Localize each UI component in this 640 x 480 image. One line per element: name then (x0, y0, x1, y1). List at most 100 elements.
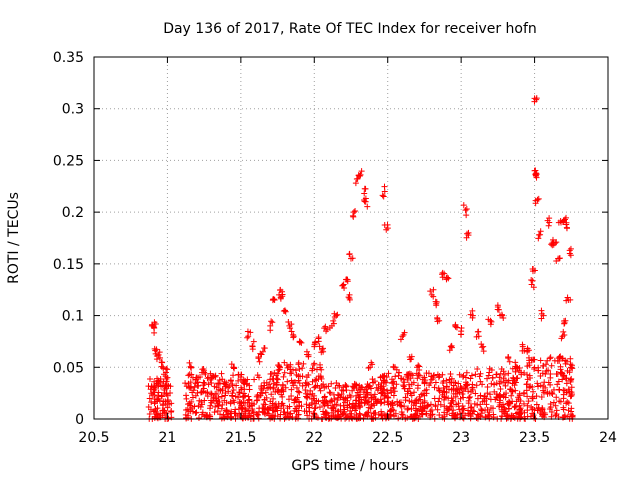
data-point (264, 385, 271, 392)
data-point (280, 373, 287, 380)
data-point (182, 380, 189, 387)
data-point (277, 411, 284, 418)
data-point (274, 376, 281, 383)
data-point (533, 401, 540, 408)
data-point (258, 383, 265, 390)
data-point (432, 379, 439, 386)
data-point (315, 334, 322, 341)
data-point (381, 392, 388, 399)
data-point (422, 377, 429, 384)
data-point (335, 382, 342, 389)
data-point (384, 390, 391, 397)
data-point (389, 380, 396, 387)
data-point (413, 396, 420, 403)
data-point (164, 366, 171, 373)
data-point (288, 321, 295, 328)
data-point (346, 296, 353, 303)
data-point (456, 406, 463, 413)
data-point (304, 394, 311, 401)
data-point (529, 395, 536, 402)
data-point (242, 406, 249, 413)
data-point (200, 379, 207, 386)
data-point (467, 404, 474, 411)
data-point (463, 234, 470, 241)
data-point (380, 193, 387, 200)
data-point (488, 367, 495, 374)
data-point (193, 374, 200, 381)
data-point (255, 355, 262, 362)
data-point (311, 392, 318, 399)
data-point (459, 391, 466, 398)
data-point (335, 408, 342, 415)
data-point (443, 377, 450, 384)
data-point (293, 371, 300, 378)
y-axis: 0 0.05 0.1 0.15 0.2 0.25 0.3 0.35 (53, 50, 608, 428)
data-point (312, 404, 319, 411)
data-point (556, 387, 563, 394)
data-point (268, 370, 275, 377)
data-point (463, 212, 470, 219)
data-point (412, 405, 419, 412)
data-point (159, 359, 166, 366)
data-point (560, 406, 567, 413)
data-point (531, 364, 538, 371)
data-point (219, 387, 226, 394)
data-point (313, 397, 320, 404)
data-point (275, 386, 282, 393)
data-point (249, 408, 256, 415)
data-point (395, 415, 402, 422)
data-point (230, 386, 237, 393)
data-point (478, 341, 485, 348)
data-point (530, 412, 537, 419)
data-point (563, 297, 570, 304)
data-point (408, 371, 415, 378)
data-point (569, 412, 576, 419)
data-point (435, 374, 442, 381)
data-point (368, 395, 375, 402)
data-point (185, 408, 192, 415)
data-point (350, 209, 357, 216)
data-point (163, 376, 170, 383)
data-point (299, 365, 306, 372)
data-point (462, 207, 469, 214)
data-point (364, 409, 371, 416)
data-point (448, 375, 455, 382)
x-tick-label: 21 (159, 430, 177, 446)
data-point (287, 361, 294, 368)
data-point (532, 200, 539, 207)
data-point (317, 387, 324, 394)
data-point (284, 378, 291, 385)
data-point (241, 378, 248, 385)
data-point (280, 388, 287, 395)
data-point (451, 414, 458, 421)
data-point (524, 347, 531, 354)
data-point (392, 373, 399, 380)
data-point (558, 335, 565, 342)
data-point (354, 175, 361, 182)
data-point (400, 331, 407, 338)
data-point (408, 392, 415, 399)
data-point (477, 412, 484, 419)
data-point (539, 370, 546, 377)
data-point (402, 394, 409, 401)
data-point (242, 399, 249, 406)
data-point (374, 398, 381, 405)
data-point (277, 295, 284, 302)
data-point (370, 379, 377, 386)
data-point (474, 328, 481, 335)
data-point (424, 402, 431, 409)
data-point (212, 390, 219, 397)
data-point (436, 373, 443, 380)
data-point (328, 397, 335, 404)
data-point (547, 381, 554, 388)
data-point (484, 384, 491, 391)
data-point (227, 398, 234, 405)
data-point (524, 371, 531, 378)
data-point (408, 381, 415, 388)
data-point (246, 386, 253, 393)
y-tick-label: 0.1 (62, 309, 84, 325)
data-point (248, 400, 255, 407)
data-point (530, 284, 537, 291)
data-point (419, 405, 426, 412)
data-point (537, 357, 544, 364)
